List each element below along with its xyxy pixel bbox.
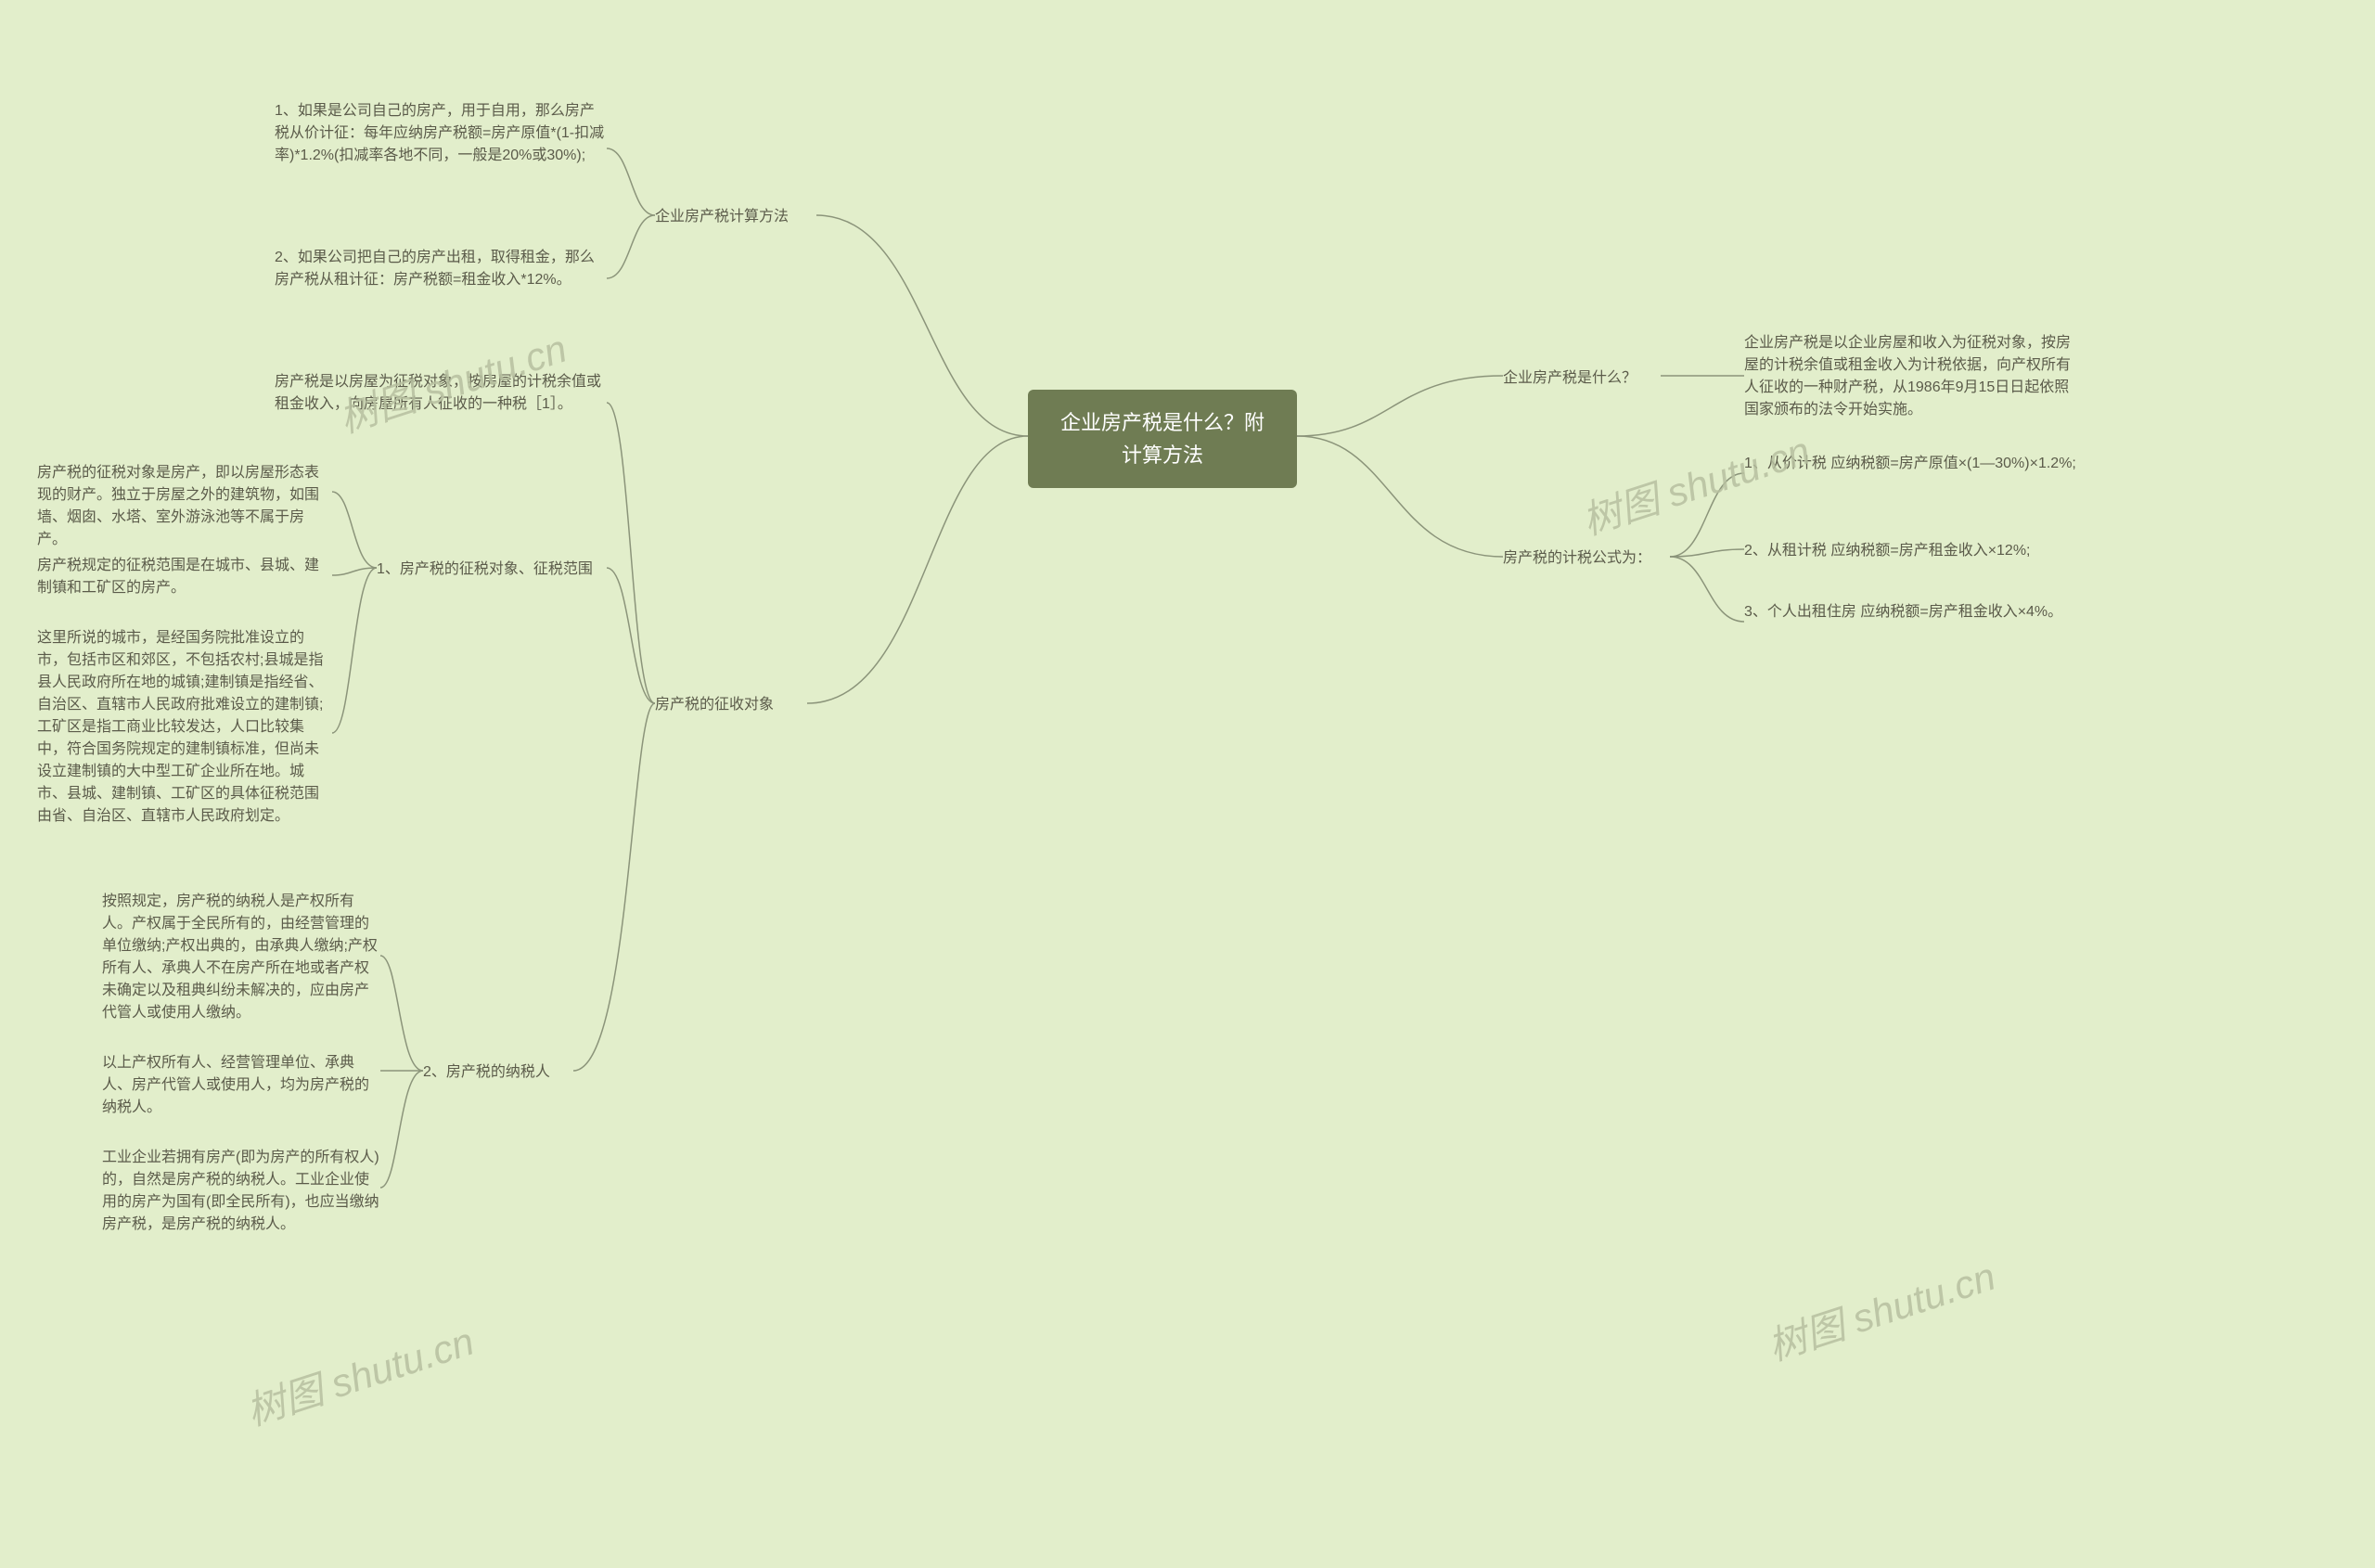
leaf-taxpayer-1: 按照规定，房产税的纳税人是产权所有人。产权属于全民所有的，由经营管理的单位缴纳;… — [102, 891, 380, 1024]
leaf-tax-summary: 房产税是以房屋为征税对象，按房屋的计税余值或租金收入，向房屋所有人征收的一种税［… — [275, 371, 607, 416]
leaf-scope-1: 房产税的征税对象是房产，即以房屋形态表现的财产。独立于房屋之外的建筑物，如围墙、… — [37, 462, 332, 551]
mindmap-canvas: 企业房产税是什么？附计算方法 企业房产税是什么？ 企业房产税是以企业房屋和收入为… — [0, 0, 2375, 1568]
leaf-scope-3: 这里所说的城市，是经国务院批准设立的市，包括市区和郊区，不包括农村;县城是指县人… — [37, 627, 332, 828]
leaf-what-is-desc: 企业房产税是以企业房屋和收入为征税对象，按房屋的计税余值或租金收入为计税依据，向… — [1744, 332, 2076, 421]
branch-tax-object: 房产税的征收对象 — [655, 694, 774, 716]
root-node: 企业房产税是什么？附计算方法 — [1028, 390, 1297, 488]
leaf-calc-1: 1、如果是公司自己的房产，用于自用，那么房产税从价计征：每年应纳房产税额=房产原… — [275, 100, 607, 167]
leaf-formula-1: 1、从价计税 应纳税额=房产原值×(1—30%)×1.2%; — [1744, 453, 2076, 475]
branch-formula: 房产税的计税公式为： — [1503, 547, 1651, 570]
watermark: 树图 shutu.cn — [1760, 1245, 2002, 1372]
watermark: 树图 shutu.cn — [238, 1310, 481, 1437]
branch-what-is: 企业房产税是什么？ — [1503, 367, 1637, 390]
leaf-taxpayer-2: 以上产权所有人、经营管理单位、承典人、房产代管人或使用人，均为房产税的纳税人。 — [102, 1052, 380, 1119]
watermark: 树图 shutu.cn — [1574, 419, 1817, 546]
branch-tax-scope: 1、房产税的征税对象、征税范围 — [377, 559, 609, 581]
branch-calc-method: 企业房产税计算方法 — [655, 206, 789, 228]
leaf-taxpayer-3: 工业企业若拥有房产(即为房产的所有权人)的，自然是房产税的纳税人。工业企业使用的… — [102, 1147, 380, 1236]
leaf-scope-2: 房产税规定的征税范围是在城市、县城、建制镇和工矿区的房产。 — [37, 555, 332, 599]
branch-taxpayer: 2、房产税的纳税人 — [423, 1061, 581, 1084]
leaf-formula-2: 2、从租计税 应纳税额=房产租金收入×12%; — [1744, 540, 2076, 562]
leaf-formula-3: 3、个人出租住房 应纳税额=房产租金收入×4%。 — [1744, 601, 2076, 623]
leaf-calc-2: 2、如果公司把自己的房产出租，取得租金，那么房产税从租计征：房产税额=租金收入*… — [275, 247, 607, 291]
